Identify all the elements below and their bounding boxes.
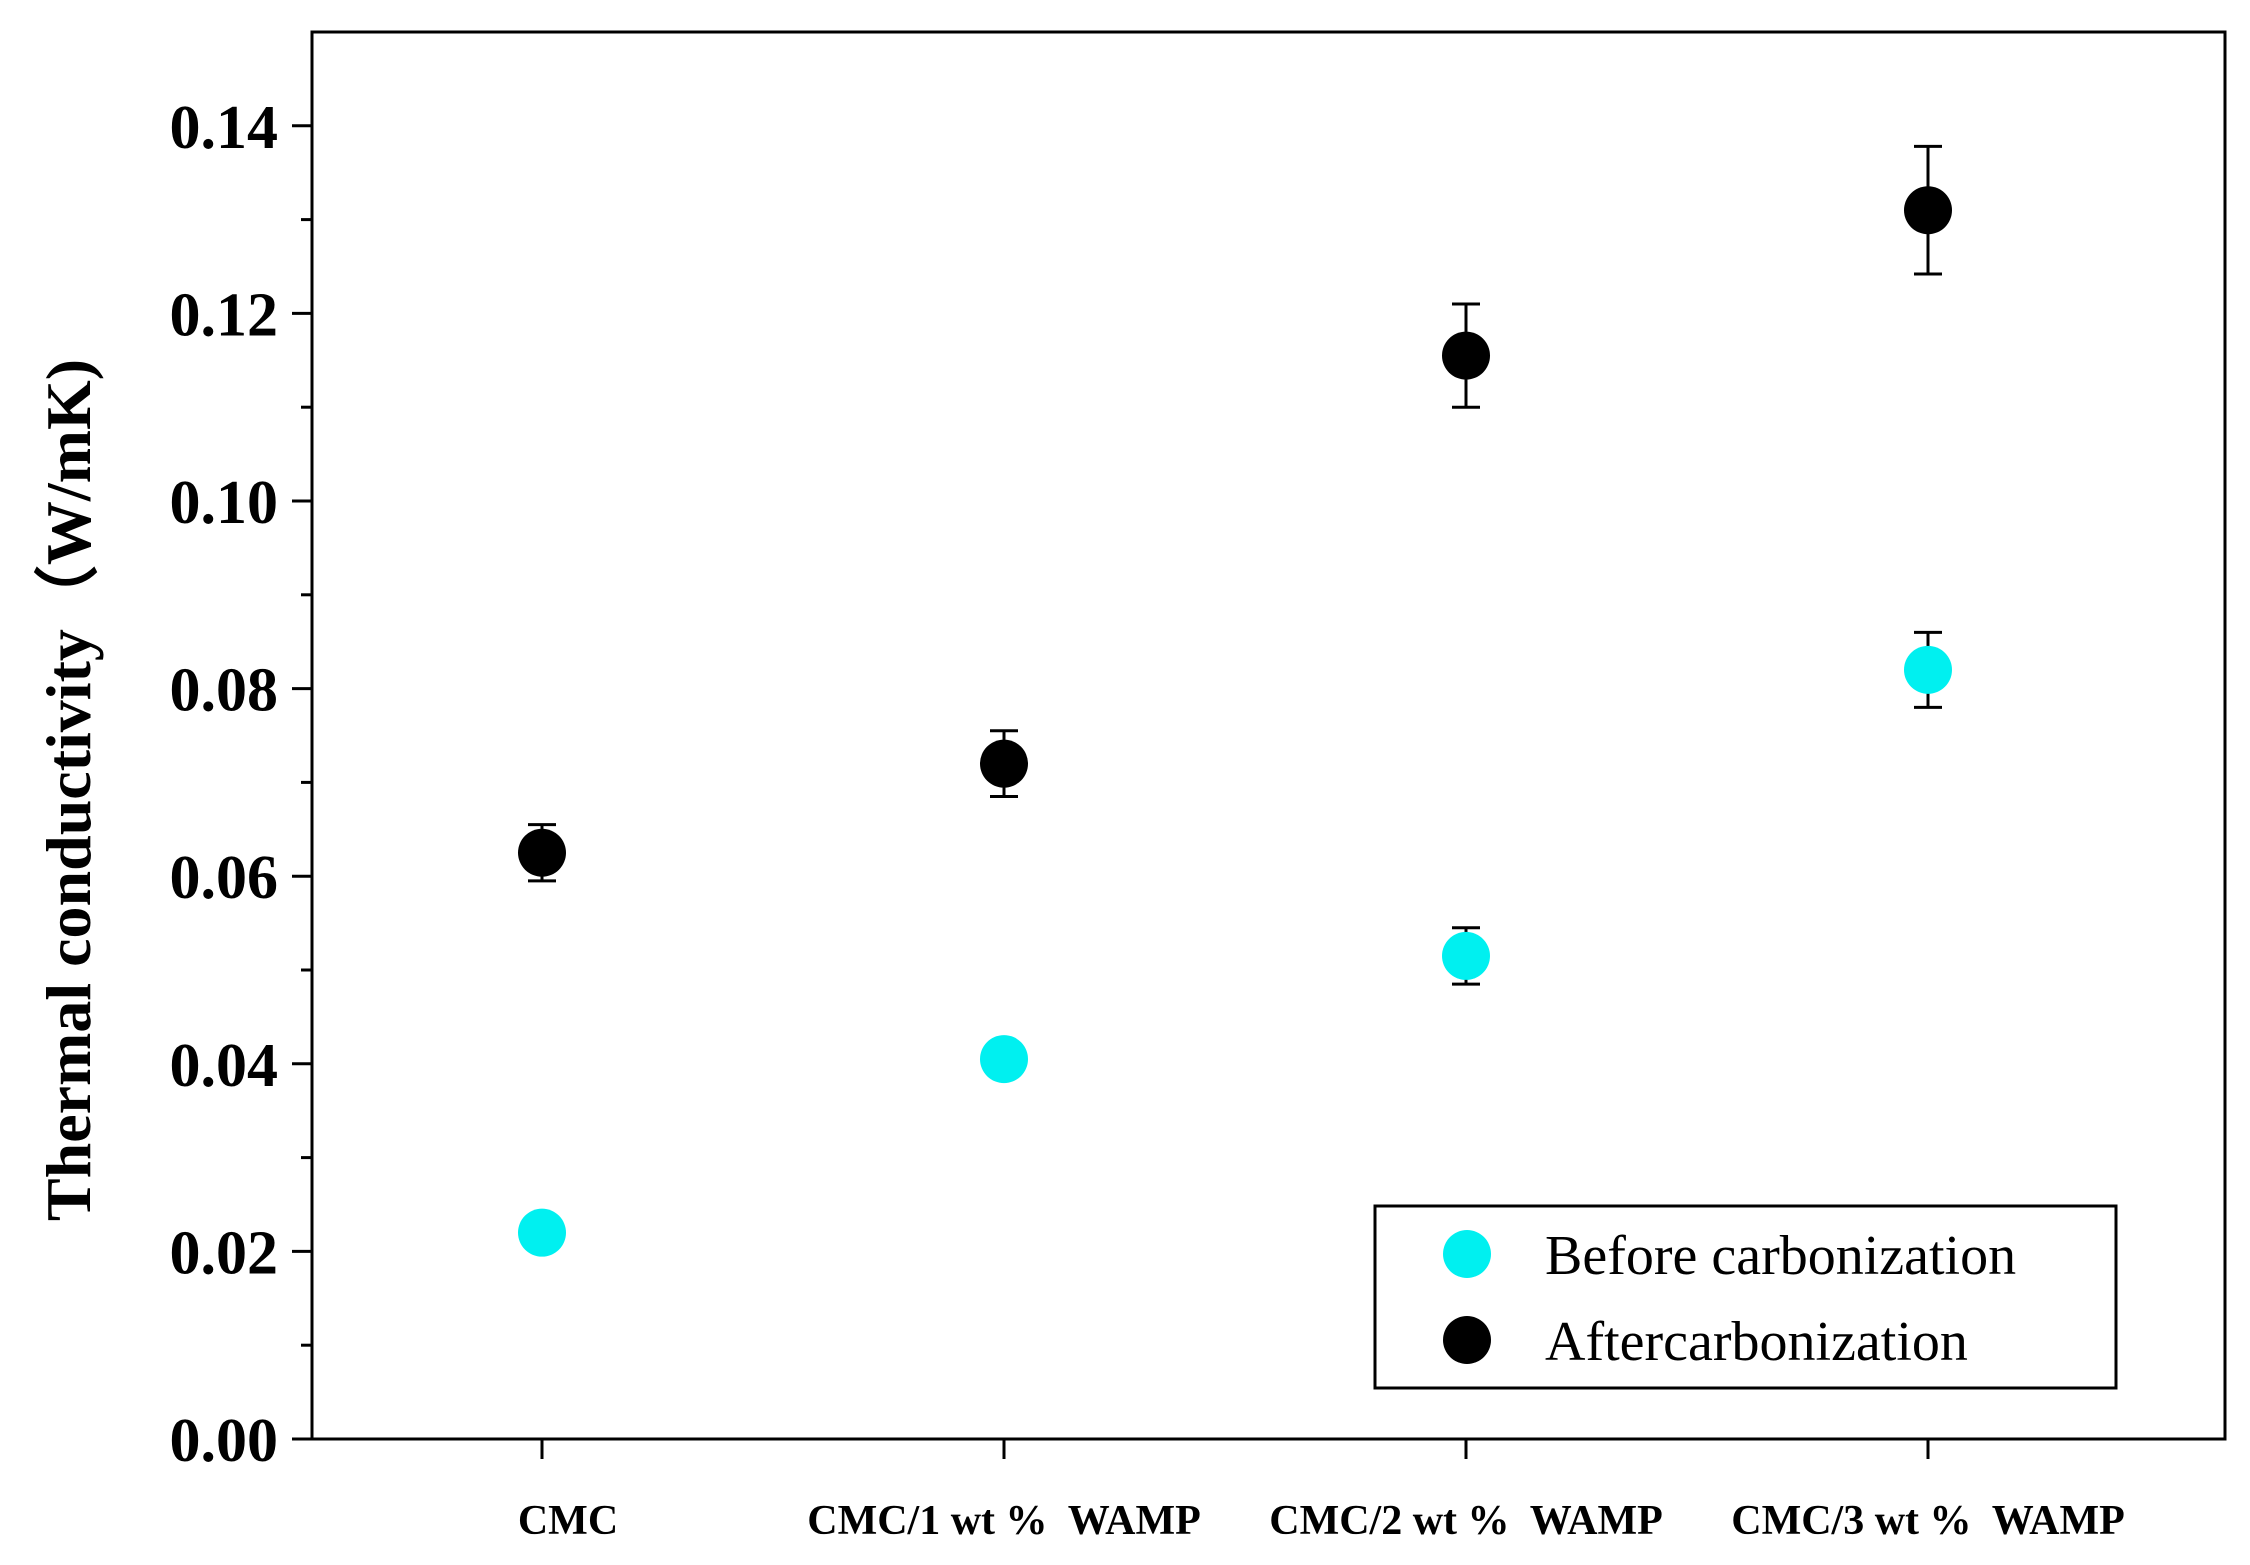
series-after-carbonization — [518, 144, 1952, 883]
data-point — [518, 828, 566, 877]
y-axis-title: Thermal conductivity（W/mK) — [33, 359, 104, 1221]
y-tick-label: 0.10 — [170, 469, 279, 537]
x-axis-ticks: CMC CMC/1 wt % WAMP CMC/2 wt % WAMP CMC/3 w… — [518, 1439, 2125, 1544]
data-point — [980, 739, 1028, 788]
series-before-carbonization — [518, 630, 1952, 1257]
y-tick-label: 0.14 — [170, 94, 279, 162]
x-tick-label: CMC/3 wt % WAMP — [1731, 1498, 2125, 1544]
data-point — [1442, 331, 1490, 380]
data-point — [980, 1035, 1028, 1084]
x-tick-label: CMC — [518, 1498, 618, 1544]
legend-label: Aftercarbonization — [1545, 1311, 1968, 1373]
legend: Before carbonization Aftercarbonization — [1373, 1204, 2118, 1390]
legend-marker — [1443, 1316, 1491, 1364]
data-point — [1904, 186, 1952, 235]
y-tick-label: 0.04 — [170, 1032, 279, 1100]
y-axis-ticks: 0.00 0.02 0.04 0.06 0.08 0.10 0.12 0.14 — [170, 94, 312, 1475]
y-tick-label: 0.02 — [170, 1219, 279, 1287]
x-tick-label: CMC/2 wt % WAMP — [1269, 1498, 1663, 1544]
legend-box — [1373, 1204, 2118, 1390]
plot-area-frame — [310, 30, 2227, 1441]
data-point — [1442, 931, 1490, 980]
data-point — [518, 1208, 566, 1257]
y-tick-label: 0.06 — [170, 844, 279, 912]
y-tick-label: 0.08 — [170, 657, 279, 725]
x-tick-label: CMC/1 wt % WAMP — [807, 1498, 1201, 1544]
y-tick-label: 0.00 — [170, 1407, 279, 1475]
legend-label: Before carbonization — [1545, 1225, 2016, 1287]
series-layer — [518, 144, 1952, 1257]
legend-marker — [1443, 1230, 1491, 1278]
data-point — [1904, 645, 1952, 694]
y-tick-label: 0.12 — [170, 281, 279, 349]
